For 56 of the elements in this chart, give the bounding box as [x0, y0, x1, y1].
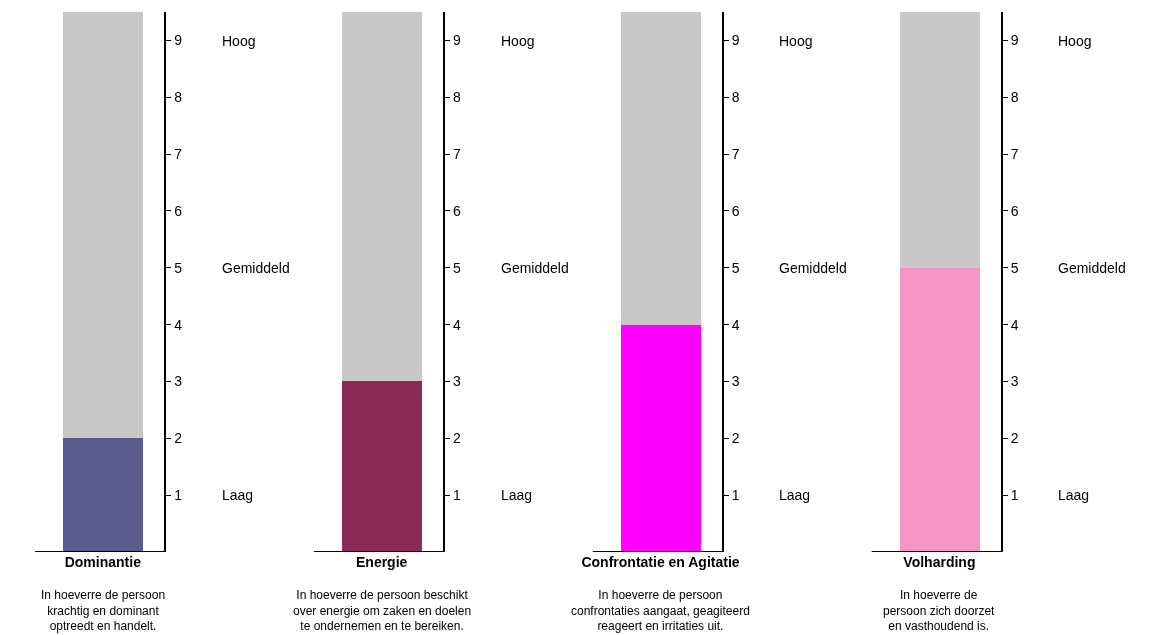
y-tick-label: 9 — [1010, 32, 1019, 49]
text: Gemiddeld — [222, 260, 290, 276]
y-tick-label: 8 — [731, 89, 740, 106]
y-tick-label: 2 — [1010, 430, 1019, 447]
y-tick-label: 1 — [1010, 487, 1019, 504]
text: Gemiddeld — [1058, 260, 1126, 276]
text: In hoeverre de persoon beschikt over energie om zaken en doelen te ondernemen en te bereiken. — [293, 588, 472, 634]
y-tick-label: 4 — [174, 316, 183, 333]
y-tick-label: 3 — [174, 373, 183, 390]
y-tick-label: 5 — [453, 259, 461, 276]
text: Hoog — [779, 33, 813, 49]
text: Gemiddeld — [779, 260, 847, 276]
y-tick-label: 7 — [174, 146, 183, 163]
y-tick-label: 1 — [453, 487, 461, 504]
text: Hoog — [222, 33, 256, 49]
y-tick-label: 1 — [174, 487, 183, 504]
text: Laag — [501, 487, 533, 503]
y-tick-label: 8 — [1010, 89, 1019, 106]
y-tick-label: 1 — [731, 487, 740, 504]
text: Gemiddeld — [501, 260, 569, 276]
y-tick-label: 8 — [453, 89, 461, 106]
y-tick-label: 3 — [453, 373, 461, 390]
text: In hoeverre de persoon zich doorzet en vasthoudend is. — [883, 588, 996, 634]
text: In hoeverre de persoon confrontaties aangaat, geagiteerd reageert en irritaties uit. — [571, 588, 750, 634]
y-tick-label: 9 — [731, 32, 740, 49]
y-tick-label: 7 — [1010, 146, 1019, 163]
x-tick-label: Confrontatie en Agitatie — [581, 554, 740, 570]
y-tick-label: 7 — [731, 146, 740, 163]
y-tick-label: 6 — [174, 202, 183, 219]
text: Hoog — [501, 33, 535, 49]
y-tick-label: 4 — [1010, 316, 1019, 333]
y-tick-label: 2 — [174, 430, 183, 447]
y-tick-label: 5 — [731, 259, 740, 276]
y-tick-label: 2 — [453, 430, 461, 447]
y-tick-label: 6 — [731, 202, 740, 219]
text: In hoeverre de persoon krachtig en dominant optreedt en handelt. — [41, 588, 166, 634]
x-tick-label: Energie — [355, 554, 408, 570]
y-tick-label: 5 — [174, 259, 183, 276]
text: Laag — [779, 487, 811, 503]
x-tick-label: Dominantie — [64, 554, 142, 570]
text: Laag — [1058, 487, 1090, 503]
y-tick-label: 9 — [174, 32, 183, 49]
x-tick-label: Volharding — [903, 554, 976, 570]
y-tick-label: 8 — [174, 89, 183, 106]
y-tick-label: 3 — [1010, 373, 1019, 390]
y-tick-label: 4 — [731, 316, 740, 333]
y-tick-label: 4 — [453, 316, 461, 333]
text: Hoog — [1058, 33, 1092, 49]
y-tick-label: 3 — [731, 373, 740, 390]
y-tick-label: 2 — [731, 430, 740, 447]
y-tick-label: 6 — [453, 202, 461, 219]
y-tick-label: 6 — [1010, 202, 1019, 219]
text: Laag — [222, 487, 254, 503]
y-tick-label: 9 — [453, 32, 461, 49]
y-tick-label: 5 — [1010, 259, 1019, 276]
y-tick-label: 7 — [453, 146, 461, 163]
